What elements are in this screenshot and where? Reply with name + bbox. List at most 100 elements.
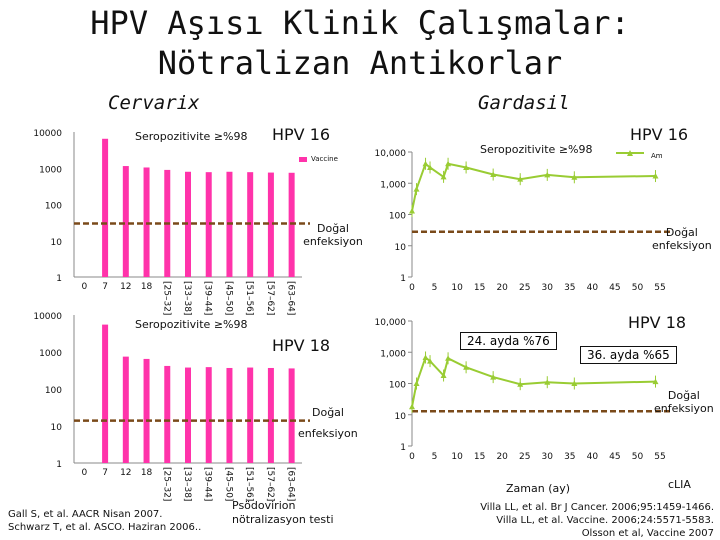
bar — [288, 172, 295, 277]
bar-y-tick-label: 100 — [45, 386, 62, 396]
bar-x-tick-label: 12 — [120, 468, 131, 478]
line-y-tick-label: 1,000 — [380, 349, 406, 359]
title-line-2: Nötralizan Antikorlar — [157, 44, 563, 82]
line-y-tick-label: 100 — [389, 381, 406, 391]
natural-infection-label-top-left: Doğal enfeksiyon — [303, 222, 363, 248]
bar-x-tick-label: [57–62] — [265, 281, 275, 315]
line-x-tick-label: 15 — [474, 452, 485, 462]
seropos-label-top-left: Seropozitivite ≥%98 — [135, 130, 248, 143]
line-x-tick-label: 5 — [432, 283, 438, 293]
reference-left-2: Schwarz T, et al. ASCO. Haziran 2006.. — [8, 522, 202, 533]
line-x-tick-label: 55 — [654, 283, 665, 293]
line-x-tick-label: 30 — [542, 452, 554, 462]
line-y-tick-label: 1,000 — [380, 180, 406, 190]
bar-x-tick-label: [45–50] — [223, 281, 233, 315]
annotation-36-months: 36. ayda %65 — [580, 346, 677, 364]
line-x-tick-label: 45 — [609, 283, 620, 293]
reference-right-3: Olsson et al, Vaccine 2007 — [581, 528, 714, 539]
bar — [288, 368, 295, 463]
hpv18-label-left: HPV 18 — [272, 336, 331, 355]
seropos-label-right: Seropozitivite ≥%98 — [480, 143, 593, 156]
bar-y-tick-label: 1000 — [39, 349, 62, 359]
data-point — [445, 355, 452, 361]
natural-infection-label-bottom-left-1: Doğal — [312, 406, 344, 419]
am-legend-marker — [627, 150, 633, 156]
data-point — [413, 186, 420, 192]
data-point — [422, 354, 429, 360]
line-x-tick-label: 20 — [496, 452, 508, 462]
natural-infection-bottom-right-line-1: Doğal — [667, 389, 700, 402]
cervarix-header: Cervarix — [108, 92, 200, 114]
bar-y-tick-label: 10000 — [33, 312, 62, 322]
line-x-tick-label: 0 — [409, 452, 415, 462]
line-x-tick-label: 25 — [519, 283, 530, 293]
bar-x-tick-label: 12 — [120, 282, 131, 292]
clia-label: cLIA — [668, 478, 691, 491]
bar-x-tick-label: [33–38] — [182, 281, 192, 315]
bar — [247, 367, 254, 463]
bar-x-tick-label: [51–56] — [244, 467, 254, 501]
series-line — [411, 162, 656, 212]
data-point — [463, 164, 470, 170]
data-point — [544, 171, 551, 178]
hpv18-label-right: HPV 18 — [628, 313, 687, 332]
bar-x-tick-label: 0 — [81, 282, 87, 292]
pseudovirion-note: Psödovirion nötralizasyon testi — [232, 499, 334, 527]
bar-x-tick-label: [25–32] — [161, 281, 171, 315]
bar-x-tick-label: 18 — [141, 282, 153, 292]
bar-y-tick-label: 10000 — [33, 129, 62, 139]
line-y-tick-label: 1 — [400, 443, 406, 453]
line-y-tick-label: 1 — [400, 274, 406, 284]
gardasil-header: Gardasil — [478, 92, 570, 114]
data-point — [517, 381, 524, 387]
line-x-tick-label: 35 — [564, 283, 575, 293]
bar-x-tick-label: [63–64] — [286, 281, 296, 315]
bar — [143, 358, 150, 463]
line-y-tick-label: 10 — [395, 412, 407, 422]
data-point — [571, 174, 578, 180]
pseudovirion-line-1: Psödovirion — [232, 499, 296, 512]
data-point — [652, 378, 659, 385]
bar-x-tick-label: [39–44] — [203, 467, 213, 501]
bar-y-tick-label: 1000 — [39, 165, 62, 175]
bar-y-tick-label: 1 — [56, 460, 62, 470]
data-point — [463, 364, 470, 370]
seropos-label-bottom-left: Seropozitivite ≥%98 — [135, 318, 248, 331]
line-x-tick-label: 15 — [474, 283, 485, 293]
bar-x-tick-label: [63–64] — [286, 467, 296, 501]
reference-left-1: Gall S, et al. AACR Nisan 2007. — [8, 509, 163, 520]
bar-x-tick-label: [33–38] — [182, 467, 192, 501]
bar-y-tick-label: 100 — [45, 202, 62, 212]
data-point — [409, 207, 415, 214]
natural-infection-label-top-right: Doğal enfeksiyon — [652, 226, 712, 252]
bar-x-tick-label: 7 — [102, 282, 108, 292]
line-x-tick-label: 35 — [564, 452, 575, 462]
line-y-tick-label: 10 — [395, 243, 407, 253]
am-legend-label: Am — [651, 152, 663, 160]
bar-x-tick-label: 18 — [141, 468, 153, 478]
data-point — [440, 173, 447, 180]
title-line-1: HPV Aşısı Klinik Çalışmalar: — [90, 4, 630, 42]
data-point — [422, 160, 429, 167]
data-point — [427, 358, 434, 364]
vaccine-legend-swatch — [299, 157, 307, 162]
bar-x-tick-label: [51–56] — [244, 281, 254, 315]
bar-x-tick-label: [25–32] — [161, 467, 171, 501]
hpv16-label-right: HPV 16 — [630, 125, 689, 144]
data-point — [445, 160, 452, 167]
data-point — [413, 380, 420, 386]
line-x-tick-label: 10 — [451, 283, 463, 293]
line-x-tick-label: 45 — [609, 452, 620, 462]
natural-infection-label-bottom-left-2: enfeksiyon — [298, 427, 358, 440]
data-point — [571, 380, 578, 386]
data-point — [490, 374, 497, 380]
line-x-tick-label: 40 — [587, 452, 599, 462]
bar-x-tick-label: 0 — [81, 468, 87, 478]
line-x-tick-label: 0 — [409, 283, 415, 293]
line-y-tick-label: 10,000 — [375, 149, 407, 159]
data-point — [427, 164, 434, 170]
vaccine-legend-label: Vaccine — [311, 155, 338, 163]
bar — [267, 172, 274, 277]
bar — [102, 324, 109, 463]
line-x-tick-label: 10 — [451, 452, 463, 462]
